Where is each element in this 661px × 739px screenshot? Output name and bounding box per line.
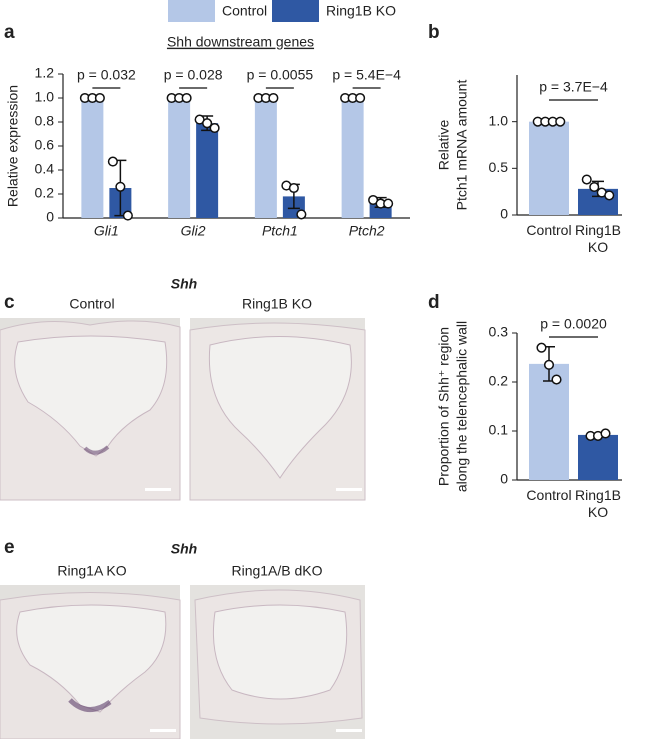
legend-swatch <box>168 0 215 22</box>
data-point <box>181 92 192 104</box>
micrograph-e-left <box>0 585 181 739</box>
image-label: Ring1A KO <box>57 563 126 579</box>
p-value: p = 5.4E−4 <box>332 67 401 83</box>
p-value: p = 3.7E−4 <box>539 79 608 95</box>
y-tick-label: 1.0 <box>35 89 55 105</box>
data-point <box>604 190 615 201</box>
gene-label: Shh <box>171 541 197 557</box>
data-point <box>268 92 279 104</box>
panel-letter: a <box>4 22 15 43</box>
y-tick-label: 0 <box>46 209 54 225</box>
y-axis-label: along the telencephalic wall <box>454 321 470 492</box>
y-tick-label: 0.2 <box>35 185 55 201</box>
panel-letter: e <box>4 537 15 558</box>
data-point <box>589 181 600 193</box>
data-point <box>209 122 220 134</box>
y-axis-label: Relative expression <box>5 85 21 207</box>
p-value: p = 0.028 <box>164 67 223 83</box>
y-tick-label: 1.0 <box>489 112 509 128</box>
bar <box>168 98 191 218</box>
data-point <box>555 116 566 127</box>
y-axis-label: Ptch1 mRNA amount <box>454 80 470 211</box>
image-label: Ring1B KO <box>242 296 312 312</box>
data-point <box>288 182 299 194</box>
legend-label: Ring1B KO <box>326 3 396 19</box>
x-tick-label-box: Control <box>526 487 572 503</box>
x-tick-label: Control <box>526 222 572 238</box>
data-point <box>122 210 133 221</box>
data-point <box>600 428 611 439</box>
y-tick-label: 0.5 <box>489 159 509 175</box>
micrograph-e-right <box>190 585 365 739</box>
x-tick-label: Ring1B KO <box>575 222 621 255</box>
data-point <box>551 374 562 385</box>
x-tick-label-box: Control <box>526 222 572 238</box>
bar <box>578 434 618 480</box>
x-tick-label: Gli2 <box>181 223 206 239</box>
y-tick-label: 0.1 <box>489 422 509 438</box>
panel-letter: b <box>428 22 440 43</box>
y-tick-label: 0.4 <box>35 161 55 177</box>
image-label: Control <box>69 296 114 312</box>
panel-letter: d <box>428 292 440 313</box>
p-value: p = 0.032 <box>77 67 136 83</box>
data-point <box>107 156 118 167</box>
y-axis-label: Relative <box>436 120 452 171</box>
bar <box>254 98 277 218</box>
data-point <box>296 209 307 220</box>
data-point <box>202 118 213 129</box>
y-tick-label: 0 <box>500 471 508 487</box>
data-point <box>543 359 555 370</box>
data-point <box>94 92 105 104</box>
bar <box>81 98 104 218</box>
panel-letter: c <box>4 292 15 313</box>
bar <box>341 98 364 218</box>
legend-label: Control <box>222 3 267 19</box>
x-tick-label: Control <box>526 487 572 503</box>
y-tick-label: 0.2 <box>489 373 509 389</box>
x-tick-label-box: Ring1B KO <box>575 487 621 520</box>
y-tick-label: 0.8 <box>35 113 55 129</box>
y-tick-label: 0.3 <box>489 324 509 340</box>
bar <box>529 121 569 215</box>
chart-title: Shh downstream genes <box>167 34 314 50</box>
x-tick-label: Ring1B KO <box>575 487 621 520</box>
data-point <box>536 342 547 353</box>
gene-label: Shh <box>171 276 197 292</box>
micrograph-c-left <box>0 318 181 501</box>
x-tick-label: Gli1 <box>94 223 119 239</box>
y-tick-label: 1.2 <box>35 65 55 81</box>
x-tick-label: Ptch1 <box>262 223 298 239</box>
data-point <box>581 174 592 185</box>
data-point <box>383 198 394 209</box>
p-value: p = 0.0020 <box>540 316 607 332</box>
legend-swatch <box>272 0 319 22</box>
data-point <box>115 181 126 192</box>
y-tick-label: 0 <box>500 206 508 222</box>
y-tick-label: 0.6 <box>35 137 55 153</box>
bar <box>529 363 569 480</box>
image-label: Ring1A/B dKO <box>231 563 322 579</box>
micrograph-c-right <box>189 318 366 501</box>
x-tick-label: Ptch2 <box>349 223 385 239</box>
x-tick-label-box: Ring1B KO <box>575 222 621 255</box>
data-point <box>355 92 366 104</box>
p-value: p = 0.0055 <box>247 67 314 83</box>
bar <box>196 123 219 218</box>
y-axis-label: Proportion of Shh⁺ region <box>436 327 452 486</box>
